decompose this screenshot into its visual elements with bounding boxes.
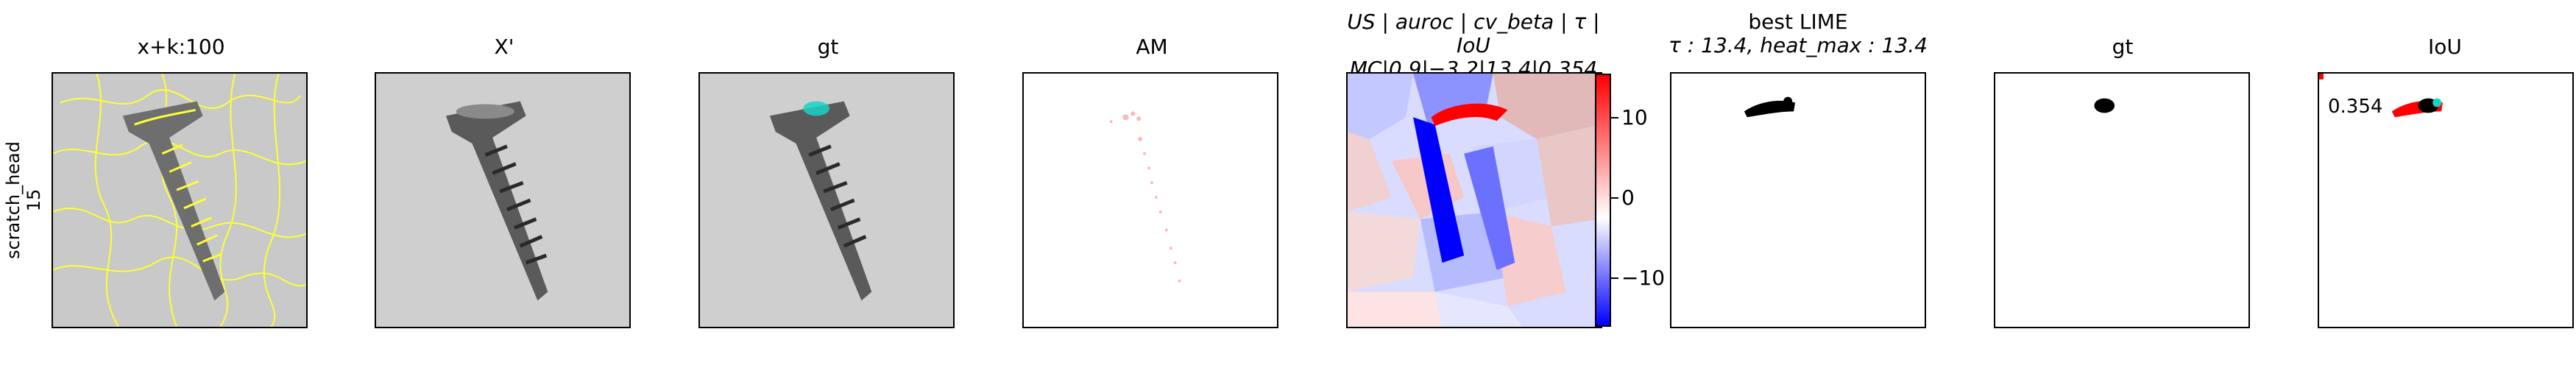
gt-overlay-panel (698, 72, 955, 328)
best-lime-title-line1: best LIME (1748, 10, 1848, 34)
colorbar-label-10: 10 (1621, 105, 1648, 130)
panel-title-am: AM (1136, 35, 1168, 59)
best-lime-title-line2: τ : 13.4, heat_max : 13.4 (1669, 33, 1928, 57)
colorbar-tick-neg10 (1611, 277, 1618, 279)
gt-overlay-image (700, 74, 953, 327)
am-heatmap (1024, 74, 1277, 327)
gt-mask (1995, 74, 2248, 327)
panel-title-gt: gt (817, 35, 839, 59)
superpixel-image (53, 74, 306, 327)
colorbar-label-neg10: −10 (1621, 266, 1666, 290)
panel-title-gt-mask: gt (2112, 35, 2134, 59)
superpixel-panel (52, 72, 308, 328)
gt-region (803, 101, 829, 116)
colorbar-tick-0 (1611, 197, 1618, 199)
colorbar-tick-10 (1611, 117, 1618, 118)
explanation-panel (1346, 72, 1602, 328)
iou-panel (2318, 72, 2574, 328)
explanation-title-line1: US | auroc | cv_beta | τ | IoU (1347, 10, 1600, 57)
am-panel (1022, 72, 1278, 328)
explanation-heatmap (1348, 74, 1601, 327)
row-label-class: scratch_head (3, 141, 24, 260)
row-label-index: 15 (24, 188, 44, 212)
panel-title-superpixels: x+k:100 (137, 35, 225, 59)
iou-value: 0.354 (2328, 96, 2383, 118)
iou-overlap (2319, 74, 2572, 327)
panel-title-input: X' (494, 35, 514, 59)
best-lime-mask (1671, 74, 1925, 327)
gt-mask-panel (1994, 72, 2250, 328)
screw-shape (122, 101, 225, 301)
input-panel (375, 72, 631, 328)
input-image (376, 74, 629, 327)
colorbar-label-0: 0 (1621, 185, 1635, 210)
panel-title-best-lime: best LIME τ : 13.4, heat_max : 13.4 (1666, 10, 1931, 57)
best-lime-panel (1670, 72, 1926, 328)
colorbar (1595, 74, 1611, 327)
panel-title-iou: IoU (2428, 35, 2462, 59)
panel-title-explanation: US | auroc | cv_beta | τ | IoU MC|0.9|−3… (1341, 10, 1606, 81)
